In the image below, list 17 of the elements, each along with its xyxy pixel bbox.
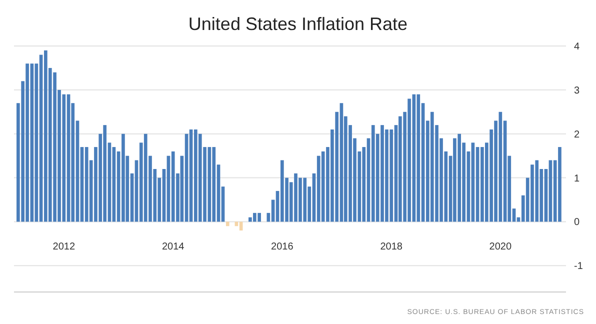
- bar: [234, 222, 238, 226]
- bar: [416, 94, 420, 222]
- x-tick-label: 2020: [489, 242, 512, 253]
- y-tick-label: -1: [574, 261, 584, 272]
- x-tick-label: 2014: [162, 242, 185, 253]
- bar: [239, 222, 243, 230]
- x-tick-label: 2018: [380, 242, 403, 253]
- x-tick-label: 2012: [52, 242, 76, 253]
- y-tick-label: 1: [574, 173, 580, 184]
- bar: [471, 142, 475, 222]
- y-tick-label: 0: [574, 217, 580, 228]
- y-tick-label: 3: [574, 85, 580, 96]
- chart-title: United States Inflation Rate: [188, 14, 408, 34]
- bar: [226, 222, 230, 226]
- y-tick-label: 2: [574, 129, 580, 140]
- x-tick-label: 2016: [271, 242, 294, 253]
- y-tick-label: 4: [574, 42, 580, 52]
